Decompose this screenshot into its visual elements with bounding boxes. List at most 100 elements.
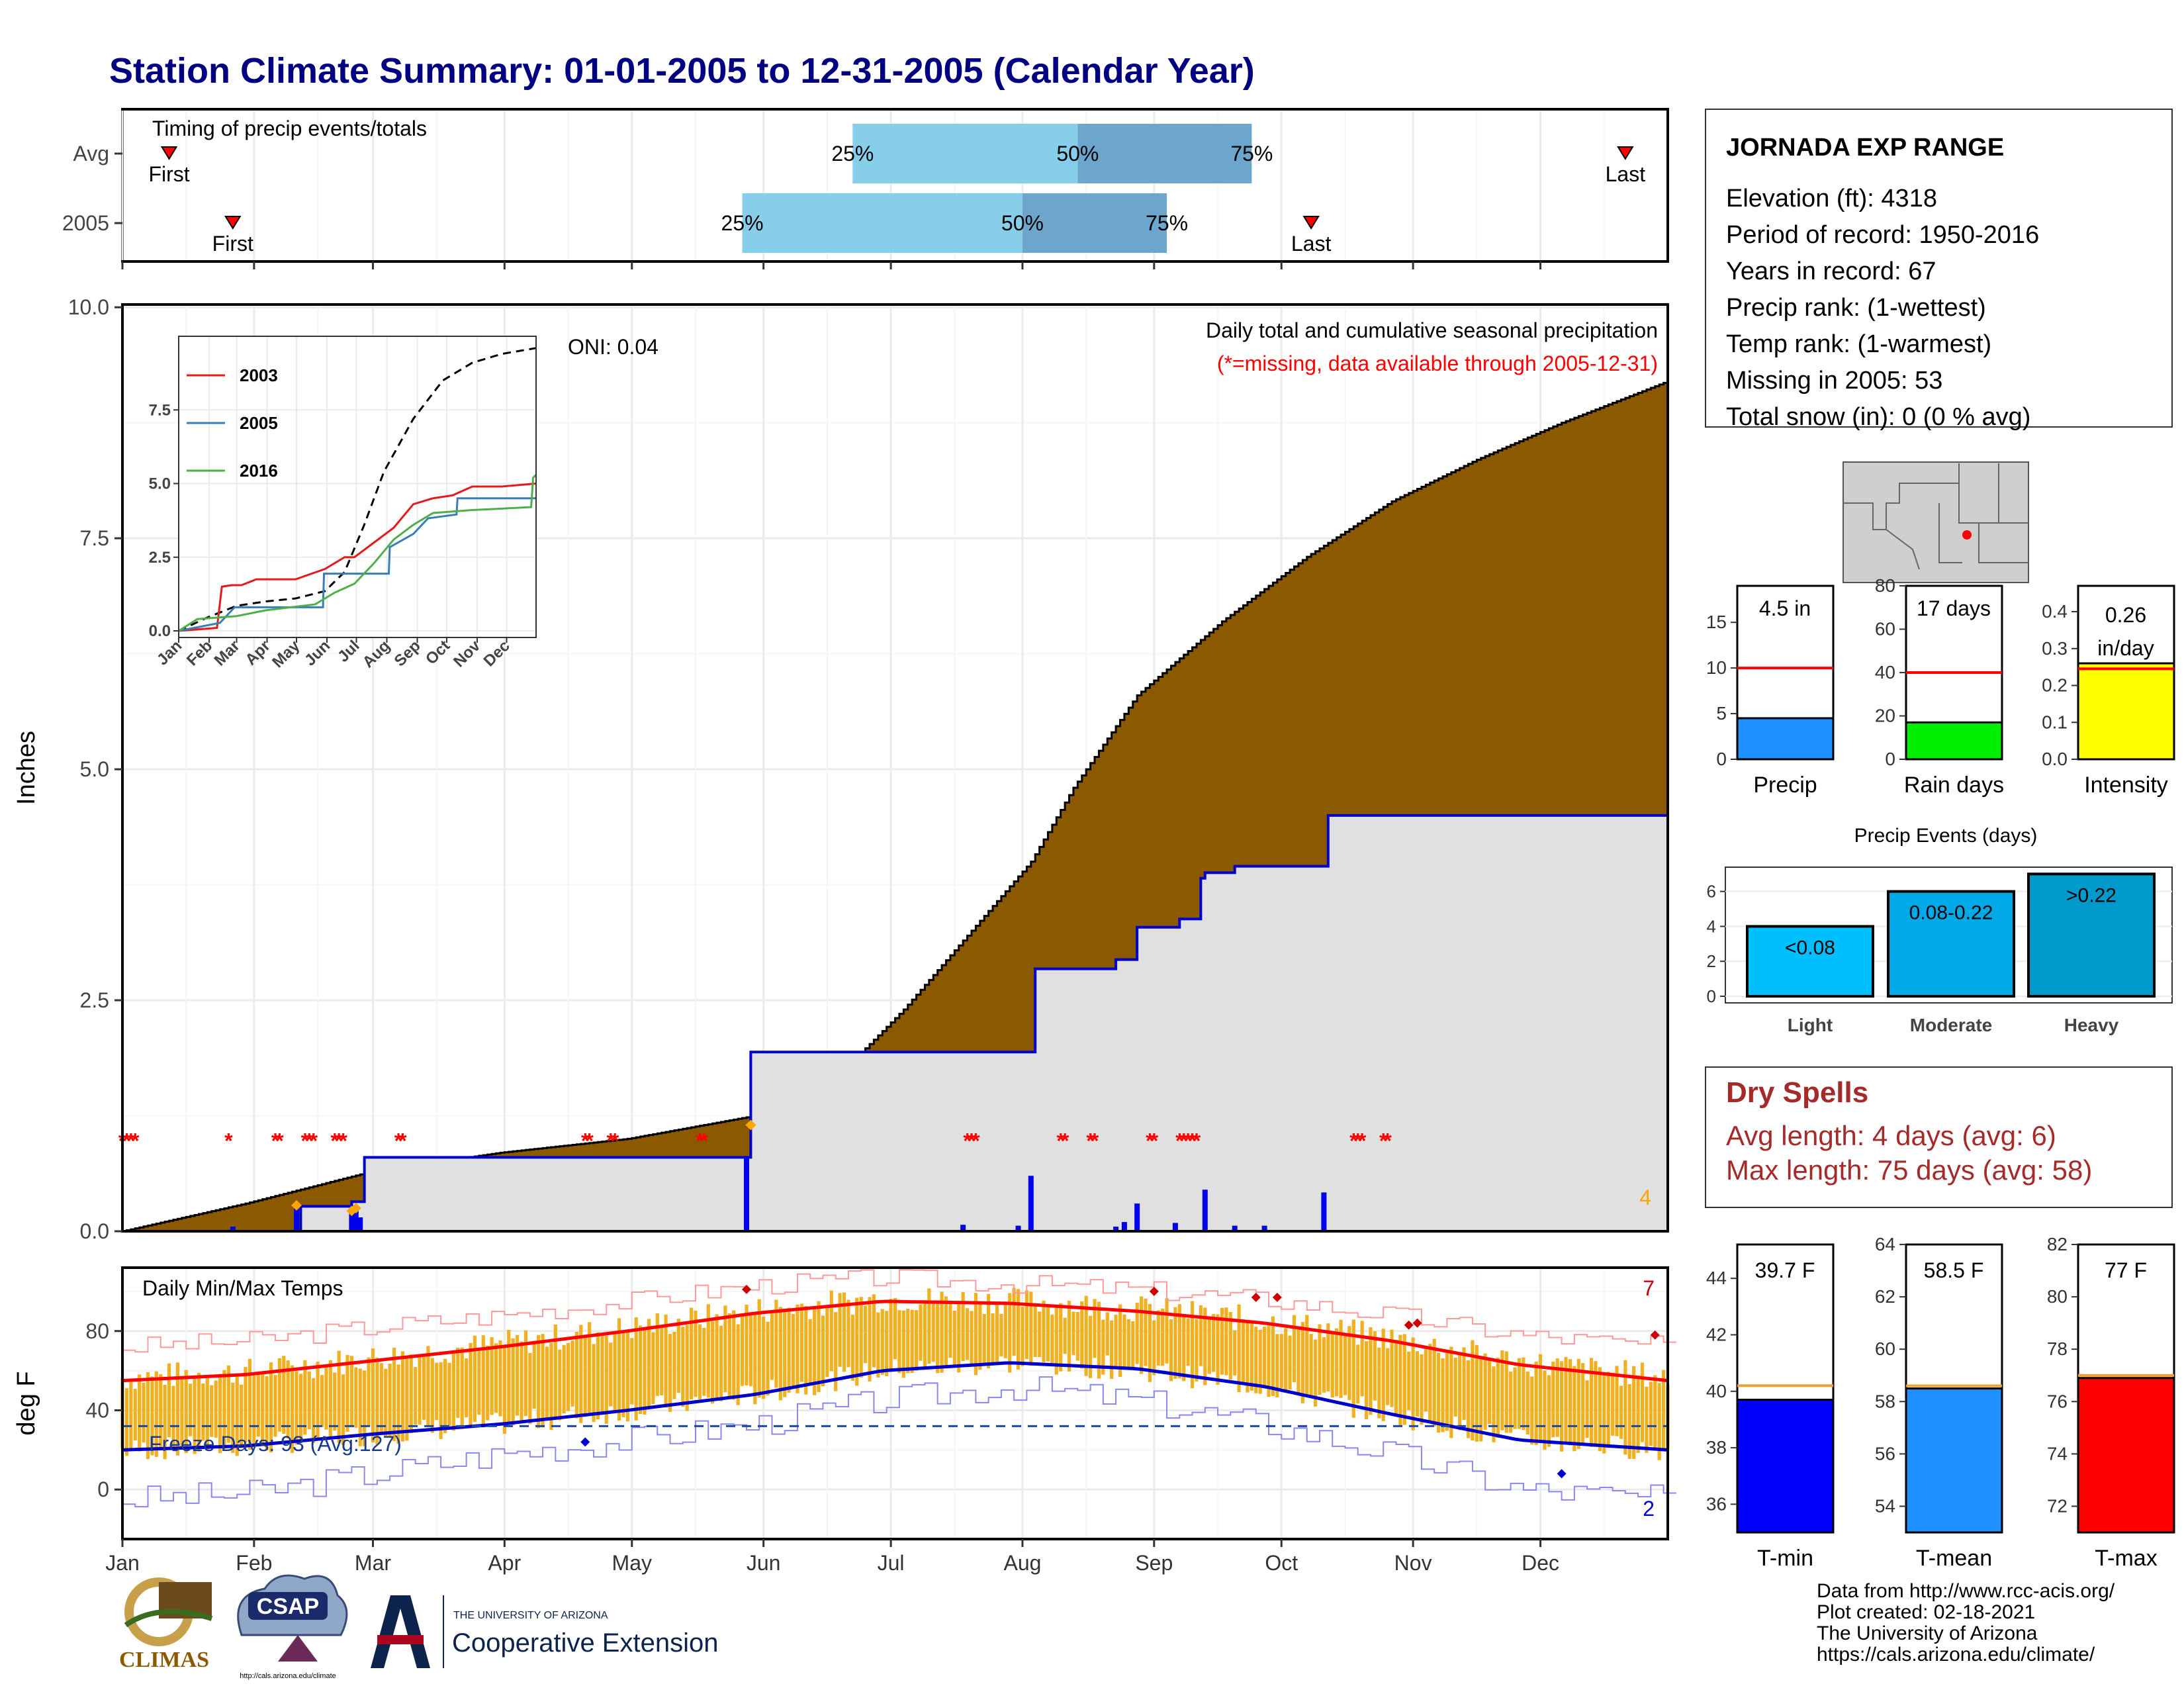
daily-temp-bar xyxy=(1390,1329,1394,1407)
daily-temp-bar xyxy=(1606,1372,1610,1448)
daily-temp-bar xyxy=(414,1367,418,1425)
inset-avg-line xyxy=(178,347,537,632)
daily-temp-bar xyxy=(1088,1315,1093,1378)
avg-max-line xyxy=(122,1299,1668,1383)
daily-temp-bar xyxy=(897,1310,901,1374)
daily-temp-bar xyxy=(711,1321,715,1404)
summary-bar-value-label: 39.7 F xyxy=(1755,1258,1815,1282)
daily-temp-bar xyxy=(850,1315,854,1381)
climas-swoosh-icon xyxy=(124,1609,213,1628)
station-info-line: Precip rank: (1-wettest) xyxy=(1726,294,1986,322)
daily-temp-bar xyxy=(490,1336,494,1415)
daily-temp-bar xyxy=(1318,1324,1322,1395)
footer-university: The University of Arizona xyxy=(1817,1622,2038,1644)
daily-temp-bar xyxy=(1509,1371,1513,1433)
summary-bar-value xyxy=(2077,662,2175,761)
daily-temp-bar xyxy=(965,1308,970,1360)
daily-temp-bar xyxy=(324,1364,328,1430)
daily-temp-bar xyxy=(316,1361,320,1441)
daily-temp-bar xyxy=(435,1362,439,1421)
summary-bar-label: T-mean xyxy=(1916,1546,1992,1571)
daily-precip-bar xyxy=(357,1217,363,1231)
daily-temp-bar xyxy=(1233,1330,1237,1376)
daily-temp-bar xyxy=(1093,1299,1097,1358)
daily-temp-bar xyxy=(604,1335,608,1424)
daily-temp-bar xyxy=(511,1338,515,1426)
daily-temp-bar xyxy=(842,1292,846,1372)
first-event-label: First xyxy=(212,232,253,256)
csap-wordmark: CSAP xyxy=(257,1594,319,1619)
daily-temp-bar xyxy=(1237,1304,1241,1393)
daily-temp-bar xyxy=(592,1344,596,1423)
quartile-bar-upper xyxy=(1022,193,1167,253)
daily-temp-bar xyxy=(1522,1357,1525,1430)
summary-tick-label: 60 xyxy=(1875,619,1895,639)
precip-events-content: 0 2 4 6 <0.08 Light 0.08-0.22 Moderate >0.22 Heav… xyxy=(1707,872,2172,1035)
precip-event-value-label: <0.08 xyxy=(1785,937,1835,959)
missing-day-marker: * xyxy=(275,1129,284,1152)
daily-temp-bar xyxy=(1292,1315,1297,1383)
daily-temp-bar xyxy=(541,1334,545,1428)
daily-temp-bar xyxy=(286,1360,290,1439)
daily-temp-bar xyxy=(1449,1346,1453,1438)
daily-temp-bar xyxy=(936,1300,940,1374)
q75-label: 75% xyxy=(1146,211,1188,235)
daily-temp-bar xyxy=(643,1330,647,1415)
daily-temp-bar xyxy=(422,1356,426,1420)
daily-precip-bar xyxy=(1202,1190,1208,1231)
missing-day-marker: * xyxy=(1184,1129,1193,1152)
missing-day-marker: * xyxy=(224,1129,233,1152)
record-max-marker xyxy=(1251,1292,1261,1302)
daily-temp-bar xyxy=(469,1342,473,1427)
daily-temp-bar xyxy=(927,1288,931,1364)
events-y-tick-label: 2 xyxy=(1707,951,1716,971)
daily-temp-bar xyxy=(1462,1347,1466,1421)
daily-temp-bar xyxy=(520,1341,523,1423)
daily-temp-bar xyxy=(1216,1314,1220,1385)
daily-temp-bar xyxy=(265,1376,269,1450)
daily-temp-bar xyxy=(829,1290,833,1372)
daily-temp-bar xyxy=(681,1327,685,1407)
daily-temp-bar xyxy=(1305,1315,1309,1395)
daily-temp-bar xyxy=(1250,1323,1253,1391)
daily-precip-bar xyxy=(1028,1176,1034,1231)
last-event-marker xyxy=(1617,146,1634,160)
daily-temp-bar xyxy=(1075,1311,1079,1361)
missing-day-marker: * xyxy=(606,1129,615,1152)
daily-temp-bar xyxy=(261,1371,265,1446)
daily-temp-bar xyxy=(919,1304,923,1361)
dry-spells-frame xyxy=(1705,1066,2173,1208)
daily-temp-bar xyxy=(740,1315,745,1386)
daily-temp-bar xyxy=(1360,1321,1364,1397)
temp-panel-frame xyxy=(121,1266,1669,1540)
daily-temp-bar xyxy=(1347,1326,1351,1401)
daily-temp-bar xyxy=(813,1306,817,1395)
daily-temp-bar xyxy=(1207,1319,1211,1374)
daily-temp-bar xyxy=(1063,1317,1067,1354)
daily-temp-bar xyxy=(1156,1310,1160,1366)
daily-temp-bar xyxy=(1453,1357,1457,1417)
daily-temp-bar xyxy=(384,1368,388,1437)
inset-y-tick-label: 5.0 xyxy=(149,475,171,493)
timing-row-label: 2005 xyxy=(62,211,109,235)
daily-temp-bar xyxy=(1067,1301,1071,1372)
daily-temp-bar xyxy=(791,1314,796,1387)
csap-url: http://cals.arizona.edu/climate xyxy=(240,1672,336,1680)
daily-temp-bar xyxy=(1487,1358,1492,1425)
precip-events-title: Precip Events (days) xyxy=(1854,825,2038,847)
summary-bar-value xyxy=(1905,1387,2003,1534)
inset-y-tick-label: 0.0 xyxy=(149,622,171,640)
daily-temp-bar xyxy=(1254,1327,1258,1393)
summary-tick-label: 82 xyxy=(2047,1234,2068,1254)
daily-temp-bar xyxy=(1195,1319,1199,1382)
daily-temp-bar xyxy=(617,1318,621,1421)
daily-precip-bar xyxy=(1113,1227,1119,1231)
precip-y-axis: 0.0 2.5 5.0 7.5 10.0 xyxy=(68,295,122,1243)
footer-url: https://cals.arizona.edu/climate/ xyxy=(1817,1644,2095,1665)
missing-day-marker: * xyxy=(331,1129,340,1152)
summary-tick-label: 40 xyxy=(1706,1381,1727,1401)
missing-day-marker: * xyxy=(1383,1129,1392,1152)
daily-temp-bar xyxy=(1649,1382,1653,1446)
daily-temp-bar xyxy=(1386,1348,1390,1405)
